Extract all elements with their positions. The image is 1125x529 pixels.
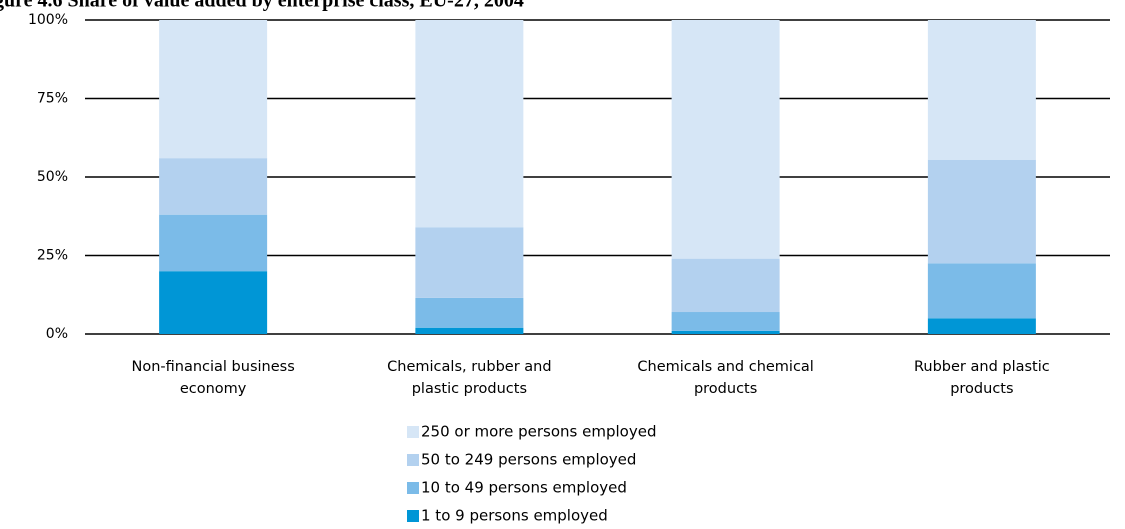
y-tick-label: 25%: [37, 248, 68, 264]
legend-label: 10 to 49 persons employed: [421, 479, 627, 497]
bar-segment: [159, 271, 268, 334]
bar-segment: [415, 20, 524, 228]
legend-label: 250 or more persons employed: [421, 423, 656, 441]
y-tick-label: 75%: [37, 91, 68, 107]
y-tick-label: 100%: [28, 12, 68, 28]
bar-segment: [927, 318, 1036, 334]
legend-swatch: [407, 454, 419, 466]
bar-segment: [415, 227, 524, 298]
legend-label: 50 to 249 persons employed: [421, 451, 636, 469]
bar-segment: [671, 20, 780, 259]
bar-segment: [159, 214, 268, 272]
legend-swatch: [407, 482, 419, 494]
chart-title: gure 4.6 Share of value added by enterpr…: [0, 0, 524, 12]
x-tick-label: Chemicals and chemical products: [637, 359, 814, 397]
bar-segment: [927, 263, 1036, 319]
x-tick-label: Chemicals, rubber and plastic products: [387, 359, 552, 397]
legend-swatch: [407, 510, 419, 522]
legend-swatch: [407, 426, 419, 438]
bar-segment: [159, 158, 268, 215]
y-tick-label: 0%: [46, 326, 68, 342]
bar-segment: [415, 297, 524, 328]
bar-segment: [415, 327, 524, 334]
legend-label: 1 to 9 persons employed: [421, 507, 608, 525]
x-tick-label: Rubber and plastic products: [913, 359, 1050, 397]
bar-segment: [671, 258, 780, 313]
bar-segment: [159, 20, 268, 159]
bar-segment: [671, 330, 780, 334]
x-tick-label: Non-financial business economy: [131, 359, 295, 397]
bar-segment: [927, 20, 1036, 160]
bar-segment: [671, 312, 780, 331]
y-tick-label: 50%: [37, 169, 68, 185]
bar-segment: [927, 159, 1036, 264]
